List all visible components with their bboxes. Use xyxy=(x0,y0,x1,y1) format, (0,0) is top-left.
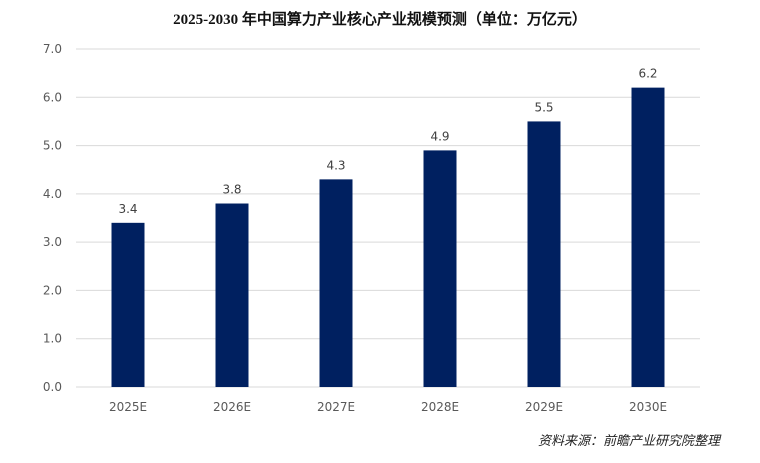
x-tick-label: 2027E xyxy=(317,400,355,414)
bar-2025E xyxy=(111,222,145,387)
data-label-2027E: 4.3 xyxy=(326,158,345,172)
source-note: 资料来源：前瞻产业研究院整理 xyxy=(537,434,720,449)
y-tick-label: 2.0 xyxy=(43,283,62,297)
y-tick-label: 0.0 xyxy=(43,380,62,394)
y-tick-label: 1.0 xyxy=(43,332,62,346)
data-label-2026E: 3.8 xyxy=(222,183,241,197)
y-tick-label: 4.0 xyxy=(43,187,62,201)
x-tick-label: 2029E xyxy=(525,400,563,414)
x-tick-label: 2028E xyxy=(421,400,459,414)
bar-2027E xyxy=(319,179,353,387)
bar-2029E xyxy=(527,121,561,387)
x-axis-ticks: 2025E 2026E 2027E 2028E 2029E 2030E xyxy=(109,400,667,414)
y-tick-label: 7.0 xyxy=(43,42,62,56)
x-tick-label: 2030E xyxy=(629,400,667,414)
bar-2028E xyxy=(423,150,457,387)
data-label-2025E: 3.4 xyxy=(118,202,137,216)
y-axis-ticks: 0.0 1.0 2.0 3.0 4.0 5.0 6.0 7.0 xyxy=(43,42,62,394)
data-labels: 3.4 3.8 4.3 4.9 5.5 6.2 xyxy=(118,67,657,216)
data-label-2030E: 6.2 xyxy=(638,67,657,81)
y-tick-label: 3.0 xyxy=(43,235,62,249)
bars xyxy=(111,87,665,387)
data-label-2028E: 4.9 xyxy=(430,129,449,143)
bar-2026E xyxy=(215,203,249,387)
x-tick-label: 2026E xyxy=(213,400,251,414)
x-tick-label: 2025E xyxy=(109,400,147,414)
bar-2030E xyxy=(631,87,665,387)
chart-title: 2025-2030 年中国算力产业核心产业规模预测（单位：万亿元） xyxy=(173,12,587,28)
gridlines xyxy=(76,48,700,388)
y-tick-label: 6.0 xyxy=(43,90,62,104)
y-tick-label: 5.0 xyxy=(43,139,62,153)
data-label-2029E: 5.5 xyxy=(534,100,553,114)
